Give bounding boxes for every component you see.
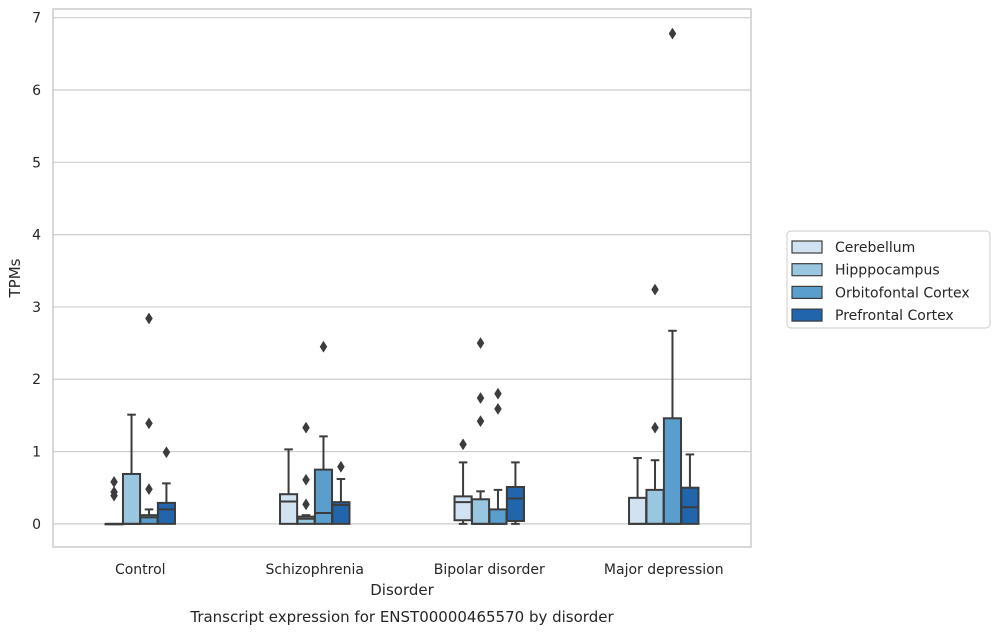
box-iqr: [645, 488, 665, 525]
y-tick-label: 4: [32, 228, 41, 244]
legend-label: Cerebellum: [835, 240, 915, 256]
box-schizophrenia: [313, 340, 334, 525]
legend-item: Prefrontal Cortex: [791, 308, 954, 324]
legend-item: Orbitofontal Cortex: [791, 285, 970, 301]
y-tick-label: 2: [32, 372, 41, 388]
outlier-point: [651, 283, 659, 296]
outlier-point: [494, 387, 502, 400]
x-tick-label: Bipolar disorder: [434, 562, 545, 578]
box-control: [156, 446, 176, 525]
outlier-point: [459, 438, 467, 451]
box-major-depression: [645, 283, 665, 525]
y-tick-label: 7: [32, 11, 41, 27]
box-control: [121, 413, 142, 525]
box-iqr: [662, 417, 683, 525]
box-iqr: [488, 508, 508, 525]
outlier-point: [162, 446, 171, 459]
outlier-point: [145, 312, 153, 325]
outlier-point: [476, 392, 485, 405]
outlier-point: [110, 489, 118, 502]
outlier-point: [476, 337, 485, 350]
box-iqr: [628, 496, 648, 525]
outlier-point: [476, 415, 485, 428]
legend: Cerebellum Hipppocampus Orbitofontal Corte…: [786, 230, 991, 329]
x-axis-title: Disorder: [370, 581, 434, 599]
outlier-point: [145, 483, 153, 496]
plot-frame: [52, 8, 752, 548]
legend-frame: [786, 230, 991, 329]
box-control: [139, 312, 159, 525]
outlier-point: [302, 421, 310, 434]
box-schizophrenia: [331, 460, 351, 525]
box-major-depression: [628, 457, 648, 525]
y-tick-labels: 0 1 2 3 4 5 6 7: [32, 11, 41, 533]
series-hipppocampus: [121, 283, 665, 525]
box-iqr: [680, 486, 700, 525]
series-prefrontal-cortex: [156, 446, 700, 525]
box-iqr: [121, 472, 142, 525]
box-schizophrenia: [296, 421, 316, 525]
box-bipolar-disorder: [505, 461, 525, 525]
box-control: [104, 475, 124, 526]
chart-title: Transcript expression for ENST0000046557…: [189, 608, 614, 626]
y-tick-label: 5: [32, 155, 41, 171]
box-schizophrenia: [279, 448, 299, 525]
x-tick-labels: Control Schizophrenia Bipolar disorder Majo…: [115, 562, 724, 578]
y-tick-label: 3: [32, 300, 41, 316]
outlier-point: [337, 460, 345, 473]
outlier-point: [302, 473, 310, 486]
boxplot-series-group: [104, 27, 700, 526]
legend-item: Cerebellum: [791, 240, 915, 256]
outlier-point: [668, 27, 677, 40]
y-tick-label: 0: [32, 517, 41, 533]
outlier-point: [651, 421, 659, 434]
box-iqr: [453, 495, 473, 522]
y-axis-title: TPMs: [6, 258, 24, 298]
legend-label: Orbitofontal Cortex: [835, 285, 970, 301]
legend-swatch: [791, 285, 823, 299]
box-iqr: [331, 501, 351, 525]
series-cerebellum: [104, 438, 648, 526]
series-orbitofontal-cortex: [139, 27, 683, 525]
legend-label: Hipppocampus: [835, 263, 940, 279]
outlier-point: [319, 340, 328, 353]
box-iqr: [156, 501, 176, 525]
outlier-point: [302, 498, 310, 511]
box-major-depression: [662, 27, 683, 525]
y-tick-label: 6: [32, 83, 41, 99]
legend-swatch: [791, 263, 823, 277]
legend-swatch: [791, 240, 823, 254]
x-tick-label: Schizophrenia: [266, 562, 364, 578]
y-tick-label: 1: [32, 445, 41, 461]
box-iqr: [313, 468, 334, 525]
legend-item: Hipppocampus: [791, 263, 940, 279]
outlier-point: [494, 402, 502, 415]
x-tick-label: Control: [115, 562, 166, 578]
box-iqr: [505, 485, 525, 522]
box-iqr: [470, 498, 491, 525]
box-iqr: [296, 515, 316, 525]
x-tick-label: Major depression: [604, 562, 724, 578]
box-iqr: [279, 493, 299, 525]
box-major-depression: [680, 453, 700, 525]
outlier-point: [145, 417, 153, 430]
legend-label: Prefrontal Cortex: [835, 308, 954, 324]
legend-swatch: [791, 308, 823, 322]
